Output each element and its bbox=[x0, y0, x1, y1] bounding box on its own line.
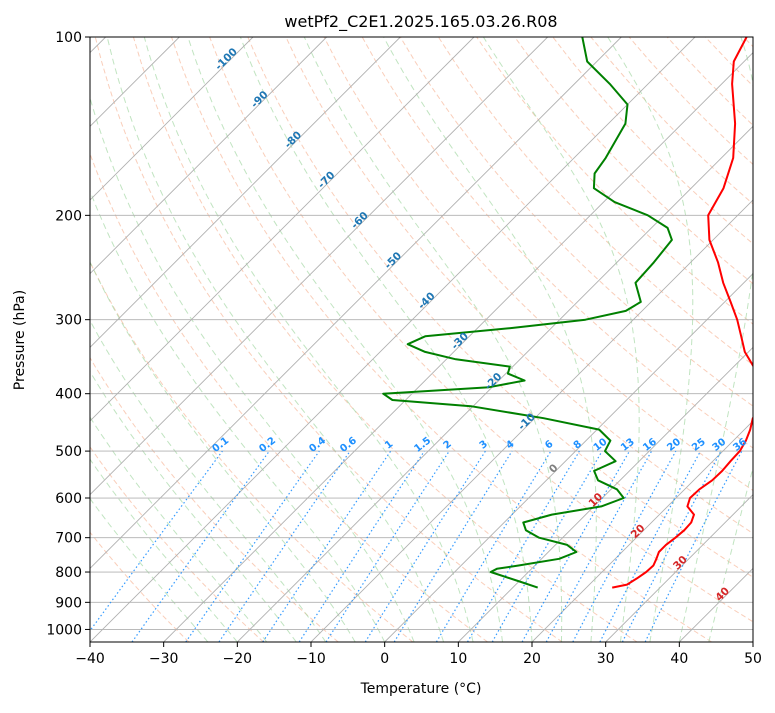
x-tick-label: −40 bbox=[75, 651, 105, 667]
x-tick-label: −30 bbox=[149, 651, 179, 667]
y-tick-label: 1000 bbox=[46, 622, 82, 638]
y-axis-label: Pressure (hPa) bbox=[12, 290, 28, 390]
y-tick-label: 600 bbox=[55, 491, 82, 507]
x-tick-label: 0 bbox=[380, 651, 389, 667]
y-tick-label: 700 bbox=[55, 531, 82, 547]
chart-title: wetPf2_C2E1.2025.165.03.26.R08 bbox=[284, 12, 557, 32]
x-tick-label: 50 bbox=[744, 651, 762, 667]
y-tick-label: 200 bbox=[55, 208, 82, 224]
x-tick-label: −10 bbox=[296, 651, 326, 667]
y-tick-label: 800 bbox=[55, 565, 82, 581]
y-tick-label: 500 bbox=[55, 444, 82, 460]
x-tick-label: 10 bbox=[449, 651, 467, 667]
x-tick-label: 30 bbox=[597, 651, 615, 667]
x-axis-label: Temperature (°C) bbox=[360, 681, 482, 697]
x-tick-label: 20 bbox=[523, 651, 541, 667]
y-tick-label: 400 bbox=[55, 387, 82, 403]
x-tick-label: 40 bbox=[670, 651, 688, 667]
y-tick-label: 900 bbox=[55, 595, 82, 611]
y-tick-label: 300 bbox=[55, 313, 82, 329]
y-tick-label: 100 bbox=[55, 30, 82, 46]
x-tick-label: −20 bbox=[223, 651, 253, 667]
